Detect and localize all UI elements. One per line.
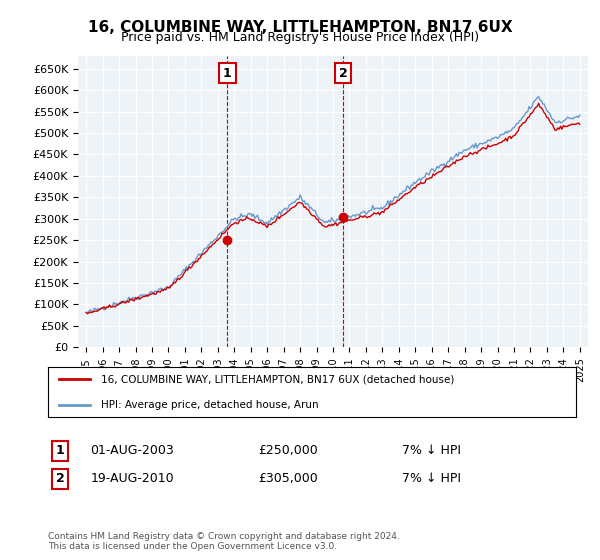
- Text: 7% ↓ HPI: 7% ↓ HPI: [403, 444, 461, 458]
- Text: 01-AUG-2003: 01-AUG-2003: [90, 444, 174, 458]
- Text: 2: 2: [339, 67, 348, 80]
- Text: £305,000: £305,000: [258, 472, 318, 486]
- Text: 16, COLUMBINE WAY, LITTLEHAMPTON, BN17 6UX (detached house): 16, COLUMBINE WAY, LITTLEHAMPTON, BN17 6…: [101, 375, 454, 384]
- Text: 1: 1: [223, 67, 232, 80]
- Text: £250,000: £250,000: [258, 444, 318, 458]
- Text: 7% ↓ HPI: 7% ↓ HPI: [403, 472, 461, 486]
- Text: Price paid vs. HM Land Registry's House Price Index (HPI): Price paid vs. HM Land Registry's House …: [121, 31, 479, 44]
- Text: 1: 1: [56, 444, 64, 458]
- Text: 16, COLUMBINE WAY, LITTLEHAMPTON, BN17 6UX: 16, COLUMBINE WAY, LITTLEHAMPTON, BN17 6…: [88, 20, 512, 35]
- Text: 19-AUG-2010: 19-AUG-2010: [90, 472, 174, 486]
- Text: Contains HM Land Registry data © Crown copyright and database right 2024.
This d: Contains HM Land Registry data © Crown c…: [48, 532, 400, 552]
- Text: HPI: Average price, detached house, Arun: HPI: Average price, detached house, Arun: [101, 400, 319, 409]
- Text: 2: 2: [56, 472, 64, 486]
